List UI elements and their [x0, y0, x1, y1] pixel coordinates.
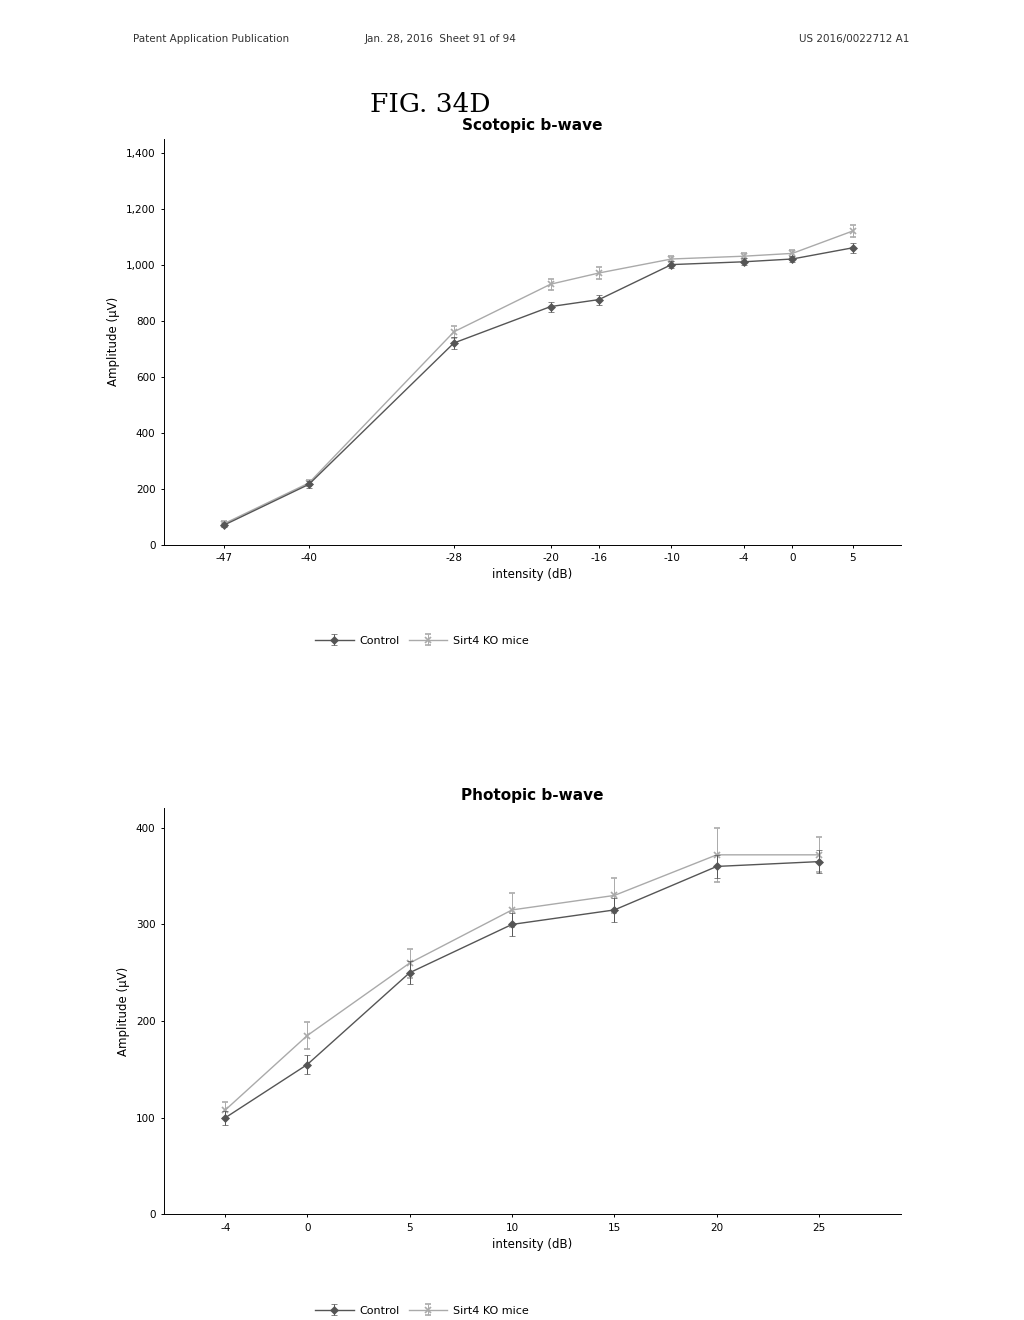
- Text: Patent Application Publication: Patent Application Publication: [133, 34, 289, 45]
- Text: FIG. 34D: FIG. 34D: [370, 92, 490, 117]
- Y-axis label: Amplitude (μV): Amplitude (μV): [118, 966, 130, 1056]
- Title: Scotopic b-wave: Scotopic b-wave: [462, 119, 603, 133]
- Text: US 2016/0022712 A1: US 2016/0022712 A1: [799, 34, 909, 45]
- Title: Photopic b-wave: Photopic b-wave: [461, 788, 604, 803]
- Legend: Control, Sirt4 KO mice: Control, Sirt4 KO mice: [310, 631, 534, 651]
- X-axis label: intensity (dB): intensity (dB): [493, 569, 572, 581]
- X-axis label: intensity (dB): intensity (dB): [493, 1238, 572, 1251]
- Legend: Control, Sirt4 KO mice: Control, Sirt4 KO mice: [310, 1302, 534, 1320]
- Y-axis label: Amplitude (μV): Amplitude (μV): [108, 297, 121, 387]
- Text: Jan. 28, 2016  Sheet 91 of 94: Jan. 28, 2016 Sheet 91 of 94: [365, 34, 516, 45]
